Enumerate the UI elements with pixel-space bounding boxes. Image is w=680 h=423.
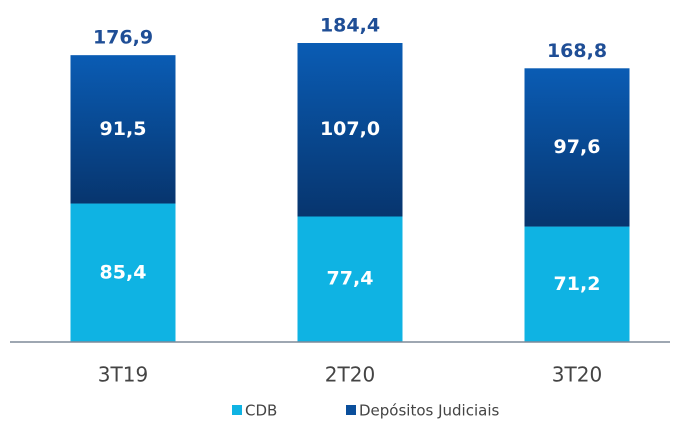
data-label: 77,4 (327, 268, 374, 290)
data-label: 97,6 (554, 136, 601, 158)
bar-segment (70, 203, 176, 342)
x-tick-label: 2T20 (325, 363, 375, 387)
bar-segment (524, 68, 630, 227)
total-label: 176,9 (93, 27, 153, 49)
legend-swatch (232, 405, 242, 415)
data-label: 85,4 (100, 261, 147, 283)
bar-segment (70, 55, 176, 204)
legend-label: Depósitos Judiciais (359, 402, 499, 420)
data-label: 91,5 (100, 118, 147, 140)
legend-swatch (346, 405, 356, 415)
x-tick-label: 3T20 (552, 363, 602, 387)
total-label: 168,8 (547, 40, 607, 62)
legend-label: CDB (245, 402, 277, 420)
bar-segment (297, 216, 403, 342)
data-label: 107,0 (320, 118, 380, 140)
x-tick-label: 3T19 (98, 363, 148, 387)
bar-segment (297, 43, 403, 217)
total-label: 184,4 (320, 15, 380, 37)
data-label: 71,2 (554, 273, 601, 295)
bar-segment (524, 226, 630, 342)
